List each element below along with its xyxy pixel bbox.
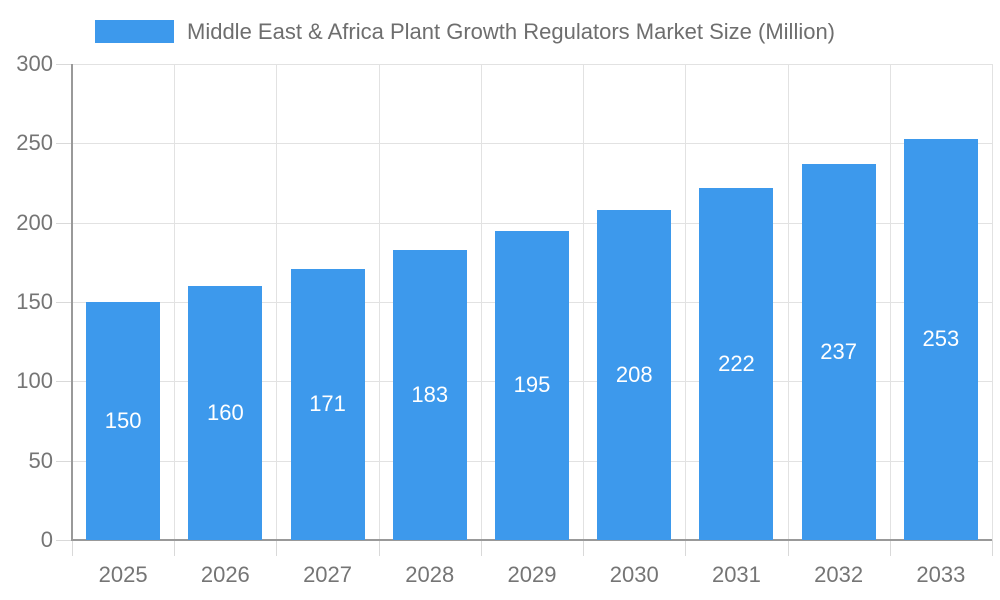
x-axis-tick: [787, 540, 789, 556]
x-axis-label: 2029: [507, 562, 557, 587]
x-axis-tick: [889, 540, 891, 556]
x-gridline: [276, 64, 278, 540]
y-gridline: [72, 64, 992, 65]
bar[interactable]: [392, 249, 467, 540]
x-axis-label: 2031: [711, 562, 761, 587]
y-gridline: [72, 143, 992, 145]
x-axis-tick: [685, 540, 687, 556]
x-axis-tick: [72, 540, 73, 556]
bar[interactable]: [801, 163, 876, 540]
x-axis-label: 2027: [303, 562, 353, 587]
y-axis-tick: [56, 540, 72, 541]
bar[interactable]: [290, 268, 365, 540]
x-gridline: [889, 64, 891, 540]
x-axis-label: 2025: [98, 562, 148, 587]
x-axis-tick: [992, 540, 993, 556]
x-axis-tick: [583, 540, 585, 556]
x-gridline: [992, 64, 993, 540]
x-gridline: [174, 64, 176, 540]
bar[interactable]: [188, 286, 263, 540]
y-axis-tick: [56, 460, 72, 462]
legend-swatch[interactable]: [95, 20, 174, 43]
legend[interactable]: Middle East & Africa Plant Growth Regula…: [95, 18, 836, 44]
y-gridline: [72, 222, 992, 224]
y-axis-label: 150: [16, 289, 53, 314]
bar[interactable]: [495, 230, 569, 540]
x-axis-tick: [174, 540, 176, 556]
x-gridline: [787, 64, 789, 540]
y-axis-tick: [56, 222, 72, 224]
y-axis-label: 300: [16, 51, 53, 76]
y-axis-label: 0: [40, 527, 53, 552]
y-axis-label: 50: [28, 447, 53, 473]
x-axis-tick: [480, 540, 482, 556]
y-axis-tick: [56, 302, 72, 303]
x-gridline: [378, 64, 380, 540]
x-axis-tick: [276, 540, 278, 556]
y-axis-label: 200: [16, 209, 53, 235]
y-axis-tick: [56, 64, 72, 65]
x-gridline: [480, 64, 482, 540]
x-gridline: [685, 64, 687, 540]
x-axis-label: 2033: [916, 562, 966, 587]
y-axis-label: 100: [16, 368, 53, 394]
bar[interactable]: [86, 302, 161, 540]
x-axis-line: [71, 539, 992, 541]
y-axis-label: 250: [16, 130, 53, 156]
bar[interactable]: [597, 209, 672, 540]
y-axis-tick: [56, 381, 72, 383]
y-axis-line: [71, 64, 73, 540]
x-axis-label: 2030: [609, 562, 659, 587]
y-axis-tick: [56, 143, 72, 145]
x-axis-tick: [378, 540, 380, 556]
x-axis-label: 2026: [200, 562, 250, 587]
x-axis-label: 2032: [814, 562, 864, 587]
bar[interactable]: [699, 187, 774, 540]
chart-title: Middle East & Africa Plant Growth Regula…: [187, 18, 836, 44]
x-gridline: [583, 64, 585, 540]
bar[interactable]: [903, 138, 978, 540]
x-axis-label: 2028: [405, 562, 455, 587]
